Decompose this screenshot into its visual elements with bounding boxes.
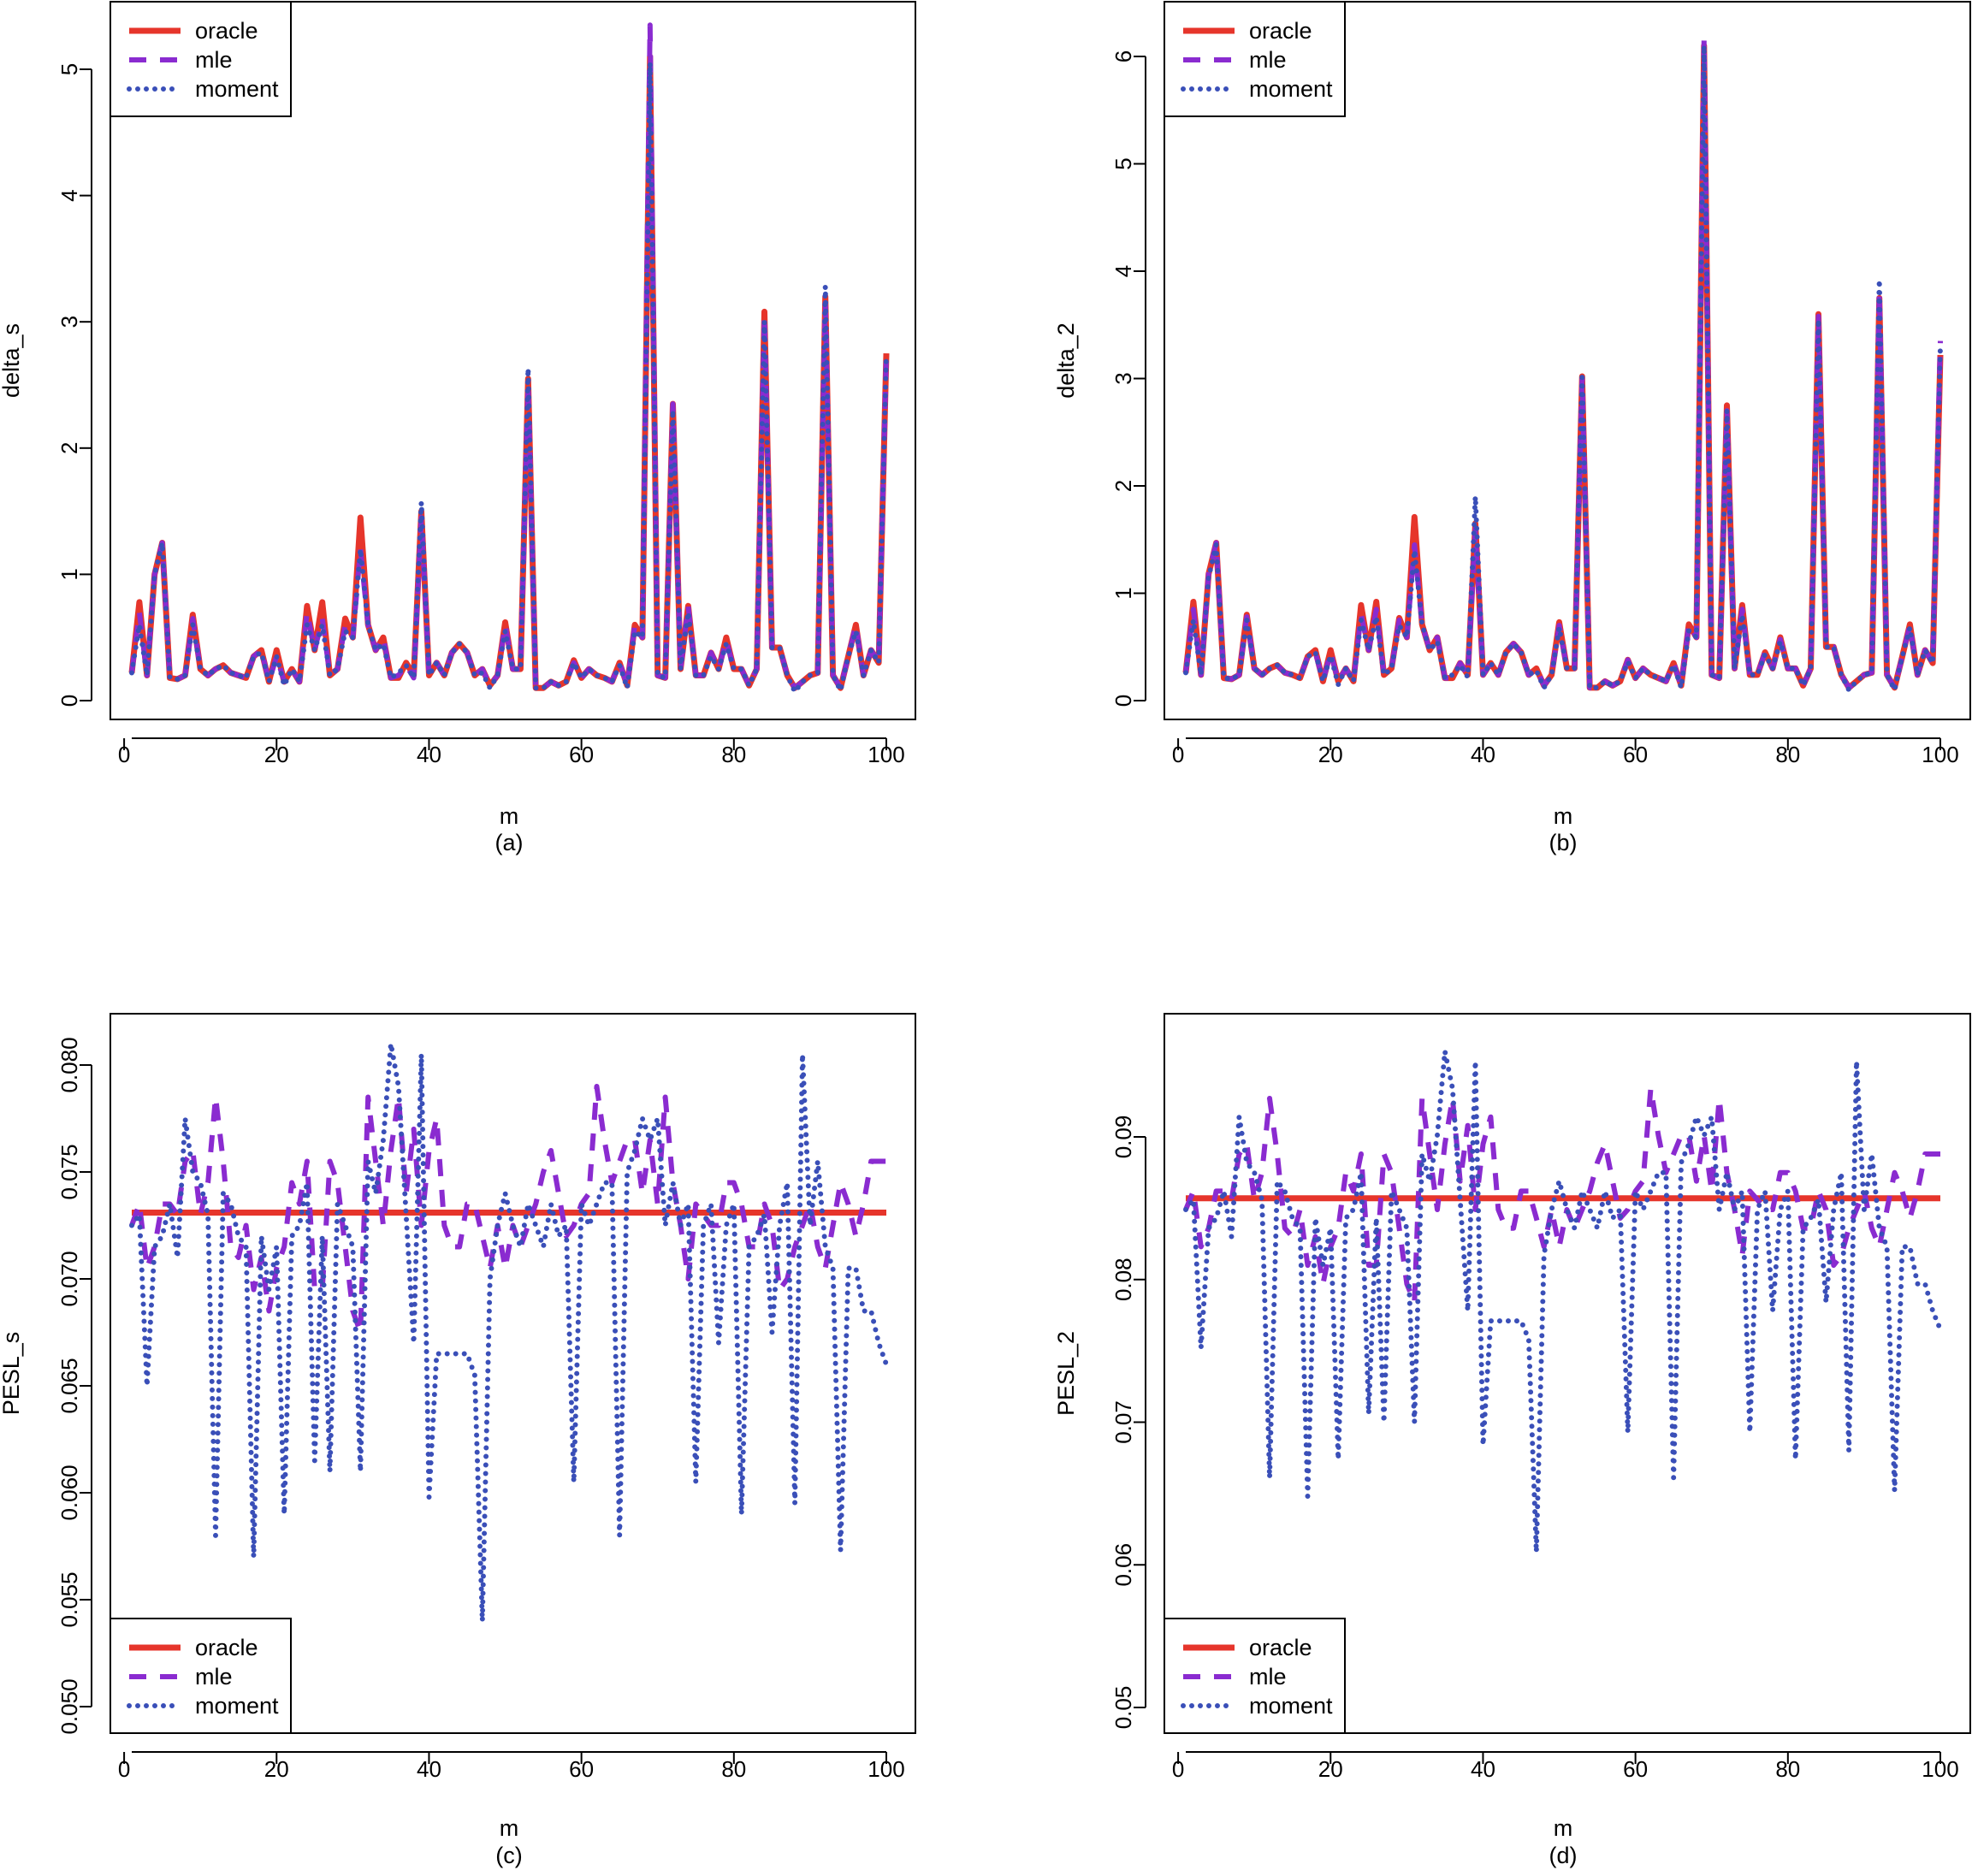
y-tick-label: 0.08 <box>1110 1258 1136 1301</box>
y-tick-label: 0.050 <box>56 1678 82 1734</box>
x-tick-label: 100 <box>1922 1756 1958 1782</box>
x-tick-label: 20 <box>1318 1756 1343 1782</box>
x-tick-label: 100 <box>1922 742 1958 767</box>
legend: oracle mle moment <box>110 1618 292 1734</box>
legend-label-oracle: oracle <box>1249 18 1312 44</box>
y-axis-label: delta_2 <box>1053 323 1079 399</box>
chart-panel-c: 0 20 40 60 80 100 0.050 0.055 0.060 0.065 0.070 0.0… <box>0 1013 916 1868</box>
legend-label-moment: moment <box>1249 76 1333 102</box>
x-tick-label: 40 <box>1471 1756 1495 1782</box>
series-line-mle <box>1183 38 1943 690</box>
chart-panel-d: 0 20 40 60 80 100 0.05 0.06 0.07 0.08 0.09 m(d) PESL… <box>1053 1013 1971 1868</box>
x-tick-label: 100 <box>868 742 904 767</box>
plot-frame <box>1164 1013 1971 1734</box>
x-tick-label: 20 <box>264 1756 289 1782</box>
y-tick-label: 4 <box>1110 265 1136 277</box>
series-line-moment <box>129 1041 889 1624</box>
chart-panel-a: 0 20 40 60 80 100 0 1 2 3 4 5 m(a) delta_s oracle mle mo… <box>0 1 916 855</box>
y-tick-label: 3 <box>56 316 82 328</box>
x-tick-label: 0 <box>118 742 130 767</box>
x-axis-label: m <box>1554 803 1573 829</box>
y-tick-label: 6 <box>1110 50 1136 62</box>
y-tick-label: 1 <box>1110 587 1136 599</box>
series-group <box>128 22 890 695</box>
y-tick-label: 3 <box>1110 372 1136 384</box>
y-tick-label: 2 <box>1110 480 1136 492</box>
y-tick-label: 0.070 <box>56 1251 82 1306</box>
y-tick-label: 0.06 <box>1110 1543 1136 1587</box>
y-tick-label: 0.09 <box>1110 1116 1136 1159</box>
x-tick-label: 40 <box>417 742 441 767</box>
legend-label-moment: moment <box>195 1693 279 1719</box>
series-group <box>1182 38 1944 693</box>
series-line-moment <box>129 60 889 695</box>
plot-frame <box>1164 1 1971 720</box>
series-group <box>1183 1048 1943 1555</box>
x-tick-label: 80 <box>721 742 746 767</box>
legend-label-oracle: oracle <box>195 1635 258 1660</box>
legend-label-oracle: oracle <box>1249 1635 1312 1660</box>
chart-panel-b: 0 20 40 60 80 100 0 1 2 3 4 5 6 m(b) delta_2 oracle mle m… <box>1053 1 1971 855</box>
y-tick-label: 0.055 <box>56 1571 82 1627</box>
x-tick-label: 60 <box>1623 742 1648 767</box>
y-axis-label: delta_s <box>0 323 24 398</box>
panel-label: (b) <box>1549 830 1578 855</box>
plot-frame <box>110 1013 916 1734</box>
x-tick-label: 20 <box>264 742 289 767</box>
plot-frame <box>110 1 916 720</box>
panel-label: (d) <box>1549 1843 1578 1868</box>
x-tick-label: 60 <box>569 742 594 767</box>
legend-label-mle: mle <box>195 1664 233 1690</box>
series-line-oracle <box>1182 42 1944 691</box>
legend: oracle mle moment <box>1164 1 1346 117</box>
x-tick-label: 0 <box>118 1756 130 1782</box>
x-tick-label: 40 <box>417 1756 441 1782</box>
y-tick-label: 2 <box>56 442 82 454</box>
x-tick-label: 60 <box>1623 1756 1648 1782</box>
x-axis-label: m <box>1554 1815 1573 1841</box>
legend-label-moment: moment <box>1249 1693 1333 1719</box>
y-tick-label: 5 <box>1110 157 1136 169</box>
y-tick-label: 0 <box>56 695 82 707</box>
x-tick-label: 0 <box>1172 742 1184 767</box>
x-axis-label: m <box>500 1815 519 1841</box>
y-tick-label: 0.07 <box>1110 1400 1136 1444</box>
x-tick-label: 20 <box>1318 742 1343 767</box>
series-line-moment <box>1183 1048 1943 1555</box>
x-tick-label: 0 <box>1172 1756 1184 1782</box>
y-tick-label: 0 <box>1110 695 1136 707</box>
legend-label-moment: moment <box>195 76 279 102</box>
panel-label: (a) <box>495 830 524 855</box>
legend-label-mle: mle <box>195 47 233 73</box>
series-line-oracle <box>128 53 890 691</box>
x-tick-label: 60 <box>569 1756 594 1782</box>
legend: oracle mle moment <box>110 1 292 117</box>
series-line-moment <box>1183 43 1943 693</box>
x-tick-label: 40 <box>1471 742 1495 767</box>
y-axis-label: PESL_2 <box>1053 1331 1079 1416</box>
x-tick-label: 80 <box>1775 1756 1800 1782</box>
y-tick-label: 4 <box>56 189 82 201</box>
panel-label: (c) <box>495 1843 522 1868</box>
legend-label-mle: mle <box>1249 1664 1287 1690</box>
y-tick-label: 1 <box>56 568 82 580</box>
y-tick-label: 0.060 <box>56 1465 82 1520</box>
x-tick-label: 100 <box>868 1756 904 1782</box>
y-tick-label: 0.080 <box>56 1037 82 1092</box>
legend-label-oracle: oracle <box>195 18 258 44</box>
x-axis-label: m <box>500 803 519 829</box>
y-tick-label: 0.05 <box>1110 1686 1136 1730</box>
legend: oracle mle moment <box>1164 1618 1346 1734</box>
x-tick-label: 80 <box>721 1756 746 1782</box>
legend-label-mle: mle <box>1249 47 1287 73</box>
y-tick-label: 5 <box>56 63 82 75</box>
x-tick-label: 80 <box>1775 742 1800 767</box>
y-tick-label: 0.075 <box>56 1144 82 1199</box>
y-axis-label: PESL_s <box>0 1332 24 1416</box>
y-tick-label: 0.065 <box>56 1358 82 1413</box>
series-group <box>129 1041 889 1624</box>
